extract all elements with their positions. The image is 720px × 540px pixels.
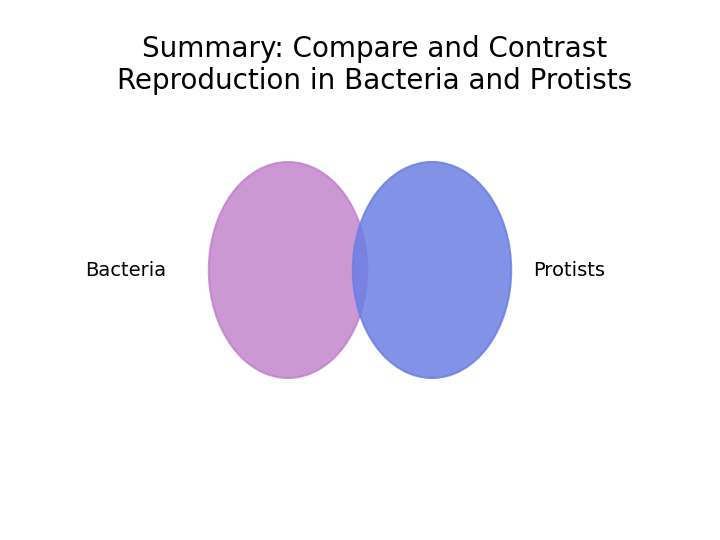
Text: Bacteria: Bacteria	[86, 260, 166, 280]
Text: Protists: Protists	[533, 260, 605, 280]
Text: Summary: Compare and Contrast
Reproduction in Bacteria and Protists: Summary: Compare and Contrast Reproducti…	[117, 35, 632, 95]
Ellipse shape	[353, 162, 511, 378]
Ellipse shape	[209, 162, 367, 378]
